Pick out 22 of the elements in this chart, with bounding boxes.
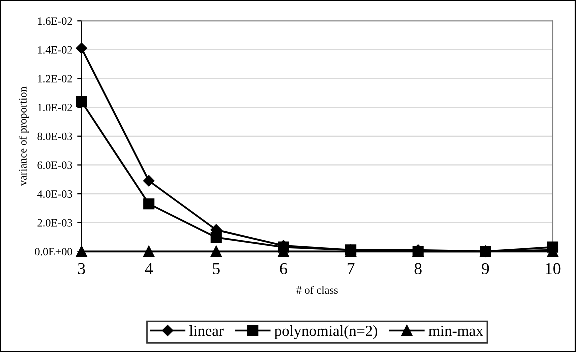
x-tick-label: 3 — [78, 263, 86, 275]
y-tick-label: 4.0E-03 — [37, 190, 72, 198]
legend-label: linear — [190, 325, 224, 336]
x-tick-label: 7 — [348, 263, 355, 274]
x-tick-label: 4 — [145, 263, 154, 274]
legend-label: min-max — [428, 326, 484, 336]
x-tick-label: 8 — [414, 263, 422, 275]
x-tick-label: 5 — [213, 263, 220, 275]
x-tick-label: 9 — [482, 263, 490, 275]
y-tick-label: 1.6E-02 — [38, 18, 72, 26]
y-axis-title: variance of proportion — [18, 86, 30, 186]
y-tick-label: 6.0E-03 — [38, 162, 72, 170]
legend-label: polynomial(n=2) — [274, 325, 378, 340]
y-tick-label: 2.0E-03 — [38, 219, 72, 227]
y-tick-label: 1.2E-02 — [38, 75, 72, 83]
y-tick-label: 1.4E-02 — [38, 46, 72, 54]
y-tick-label: 8.0E-03 — [38, 132, 72, 140]
y-tick-label: 1.0E-02 — [38, 104, 72, 112]
x-tick-label: 10 — [546, 263, 561, 275]
y-tick-label: 0.0E+00 — [35, 248, 72, 256]
x-tick-label: 6 — [280, 263, 288, 275]
x-axis-title: # of class — [296, 286, 338, 294]
